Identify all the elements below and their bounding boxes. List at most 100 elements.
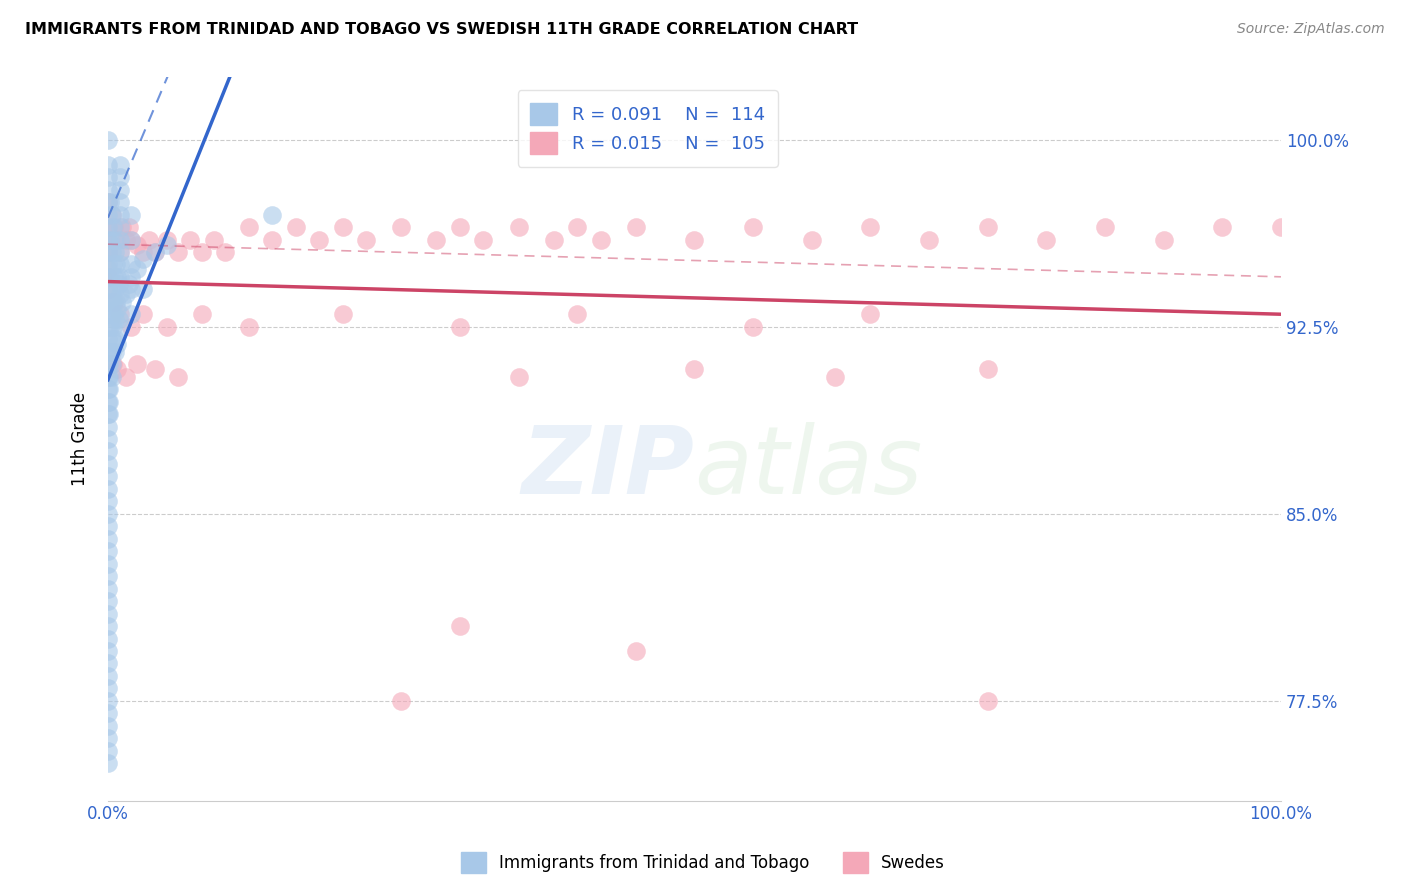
Point — [97, 557, 120, 571]
Point — [105, 269, 128, 284]
Point — [103, 269, 125, 284]
Point — [98, 294, 121, 309]
Point — [108, 208, 131, 222]
Point — [132, 245, 155, 260]
Point — [97, 257, 120, 271]
Point — [97, 532, 120, 546]
Point — [567, 220, 589, 235]
Point — [859, 307, 882, 321]
Point — [97, 382, 120, 396]
Point — [97, 233, 120, 247]
Point — [127, 237, 149, 252]
Point — [97, 756, 120, 771]
Point — [238, 319, 260, 334]
Point — [100, 307, 122, 321]
Point — [449, 319, 471, 334]
Point — [97, 644, 120, 658]
Point — [98, 269, 121, 284]
Point — [108, 220, 131, 235]
Point — [98, 382, 121, 396]
Point — [167, 245, 190, 260]
Point — [143, 362, 166, 376]
Point — [120, 269, 142, 284]
Point — [97, 220, 120, 235]
Point — [156, 233, 179, 247]
Point — [97, 183, 120, 197]
Point — [97, 294, 120, 309]
Point — [262, 208, 284, 222]
Point — [127, 262, 149, 277]
Point — [97, 208, 120, 222]
Point — [97, 432, 120, 446]
Point — [624, 644, 647, 658]
Point — [108, 245, 131, 260]
Point — [97, 133, 120, 147]
Point — [111, 294, 134, 309]
Point — [111, 220, 134, 235]
Point — [105, 294, 128, 309]
Point — [449, 220, 471, 235]
Point — [262, 233, 284, 247]
Point — [97, 245, 120, 260]
Point — [120, 257, 142, 271]
Point — [683, 362, 706, 376]
Point — [98, 319, 121, 334]
Legend: Immigrants from Trinidad and Tobago, Swedes: Immigrants from Trinidad and Tobago, Swe… — [454, 846, 952, 880]
Point — [108, 245, 131, 260]
Point — [977, 362, 1000, 376]
Point — [120, 208, 142, 222]
Point — [97, 457, 120, 471]
Point — [104, 245, 127, 260]
Point — [824, 369, 846, 384]
Point — [624, 220, 647, 235]
Point — [100, 332, 122, 346]
Point — [449, 619, 471, 633]
Point — [97, 332, 120, 346]
Point — [508, 220, 530, 235]
Point — [114, 233, 136, 247]
Point — [284, 220, 307, 235]
Point — [103, 233, 125, 247]
Point — [214, 245, 236, 260]
Point — [543, 233, 565, 247]
Point — [191, 307, 214, 321]
Point — [97, 419, 120, 434]
Point — [97, 482, 120, 496]
Point — [742, 220, 765, 235]
Text: Source: ZipAtlas.com: Source: ZipAtlas.com — [1237, 22, 1385, 37]
Point — [97, 444, 120, 458]
Point — [108, 319, 131, 334]
Point — [97, 369, 120, 384]
Point — [238, 220, 260, 235]
Point — [332, 307, 354, 321]
Point — [97, 632, 120, 646]
Point — [108, 195, 131, 210]
Point — [114, 287, 136, 301]
Point — [97, 195, 120, 210]
Point — [332, 220, 354, 235]
Point — [97, 657, 120, 671]
Point — [104, 332, 127, 346]
Point — [104, 312, 127, 326]
Point — [103, 307, 125, 321]
Point — [508, 369, 530, 384]
Point — [97, 233, 120, 247]
Point — [191, 245, 214, 260]
Point — [1270, 220, 1292, 235]
Point — [118, 277, 141, 292]
Point — [98, 394, 121, 409]
Point — [156, 319, 179, 334]
Point — [100, 357, 122, 371]
Point — [1094, 220, 1116, 235]
Legend: R = 0.091    N =  114, R = 0.015    N =  105: R = 0.091 N = 114, R = 0.015 N = 105 — [517, 90, 778, 167]
Point — [97, 619, 120, 633]
Point — [101, 257, 124, 271]
Point — [118, 220, 141, 235]
Point — [97, 319, 120, 334]
Point — [97, 195, 120, 210]
Point — [108, 269, 131, 284]
Point — [101, 220, 124, 235]
Y-axis label: 11th Grade: 11th Grade — [72, 392, 89, 486]
Point — [97, 544, 120, 558]
Point — [179, 233, 201, 247]
